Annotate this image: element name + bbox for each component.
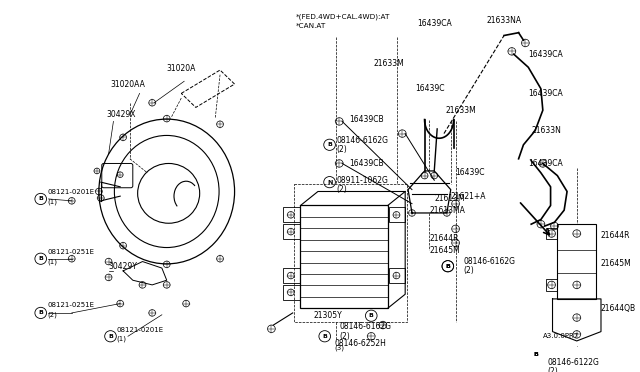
- Text: B: B: [534, 352, 538, 357]
- Text: 31020AA: 31020AA: [111, 80, 145, 89]
- Text: 30429Y: 30429Y: [109, 262, 138, 271]
- Text: B: B: [445, 264, 451, 269]
- Text: (1): (1): [47, 258, 58, 265]
- Text: 21645M: 21645M: [429, 246, 460, 255]
- Text: (2): (2): [47, 311, 58, 318]
- Bar: [546, 279, 557, 291]
- Text: 21613M: 21613M: [435, 195, 465, 203]
- Text: 08146-6252H: 08146-6252H: [335, 339, 387, 348]
- Bar: [283, 268, 300, 283]
- Text: 08146-6162G: 08146-6162G: [337, 136, 388, 145]
- Text: *CAN.AT: *CAN.AT: [296, 23, 326, 29]
- Text: B: B: [327, 142, 332, 147]
- Text: 16439CB: 16439CB: [349, 159, 383, 168]
- Text: B: B: [38, 256, 43, 261]
- Text: 21633M: 21633M: [373, 59, 404, 68]
- Text: 08911-1062G: 08911-1062G: [337, 176, 388, 185]
- Text: B: B: [108, 334, 113, 339]
- Text: 16439CA: 16439CA: [528, 50, 563, 59]
- Text: 21305Y: 21305Y: [313, 311, 342, 320]
- Text: 21633NA: 21633NA: [486, 16, 522, 25]
- Text: (2): (2): [337, 185, 347, 194]
- Text: 08146-6162G: 08146-6162G: [339, 323, 391, 331]
- Text: B: B: [369, 313, 374, 318]
- Bar: [301, 205, 388, 308]
- Text: 16439C: 16439C: [415, 84, 444, 93]
- Text: 16439CA: 16439CA: [528, 89, 563, 98]
- Text: B: B: [38, 310, 43, 315]
- Text: 08121-0251E: 08121-0251E: [47, 302, 95, 308]
- Bar: [388, 207, 405, 222]
- Text: 21613MA: 21613MA: [429, 206, 465, 215]
- Bar: [557, 224, 596, 299]
- Text: N: N: [327, 180, 332, 185]
- Text: 08121-0201E: 08121-0201E: [116, 327, 163, 333]
- Text: B: B: [323, 334, 327, 339]
- Text: 16439CA: 16439CA: [417, 19, 452, 28]
- Text: 16439C: 16439C: [456, 168, 485, 177]
- Text: 08146-6162G: 08146-6162G: [463, 257, 515, 266]
- Text: A3.0:0PR7: A3.0:0PR7: [543, 333, 579, 339]
- Bar: [546, 228, 557, 239]
- Bar: [283, 224, 300, 239]
- Text: (1): (1): [116, 336, 126, 342]
- Text: 21633M: 21633M: [446, 106, 477, 115]
- Text: B: B: [445, 264, 451, 269]
- Text: 21644R: 21644R: [601, 231, 630, 240]
- Text: 21645M: 21645M: [601, 259, 632, 268]
- Text: 30429X: 30429X: [107, 110, 136, 119]
- Text: 08146-6122G: 08146-6122G: [548, 358, 600, 367]
- Text: 31020A: 31020A: [167, 64, 196, 73]
- Text: B: B: [534, 352, 538, 357]
- Bar: [388, 268, 405, 283]
- Text: 16439CA: 16439CA: [528, 159, 563, 168]
- Text: 08121-0201E: 08121-0201E: [47, 189, 95, 195]
- Text: B: B: [38, 196, 43, 202]
- Bar: [283, 207, 300, 222]
- Bar: [283, 285, 300, 300]
- Text: *(FED.4WD+CAL.4WD):AT: *(FED.4WD+CAL.4WD):AT: [296, 13, 390, 20]
- Text: (2): (2): [337, 145, 347, 154]
- Text: (2): (2): [339, 332, 350, 341]
- Text: 08121-0251E: 08121-0251E: [47, 249, 95, 255]
- Text: (2): (2): [548, 367, 559, 372]
- Text: 16439CB: 16439CB: [349, 115, 383, 124]
- Text: 21644QB: 21644QB: [601, 304, 636, 313]
- Text: (3): (3): [335, 344, 344, 351]
- Text: (1): (1): [47, 199, 58, 205]
- Text: 21633N: 21633N: [531, 126, 561, 135]
- Text: (2): (2): [463, 266, 474, 275]
- Text: 21644R: 21644R: [429, 234, 459, 243]
- Text: 21621+A: 21621+A: [451, 192, 486, 201]
